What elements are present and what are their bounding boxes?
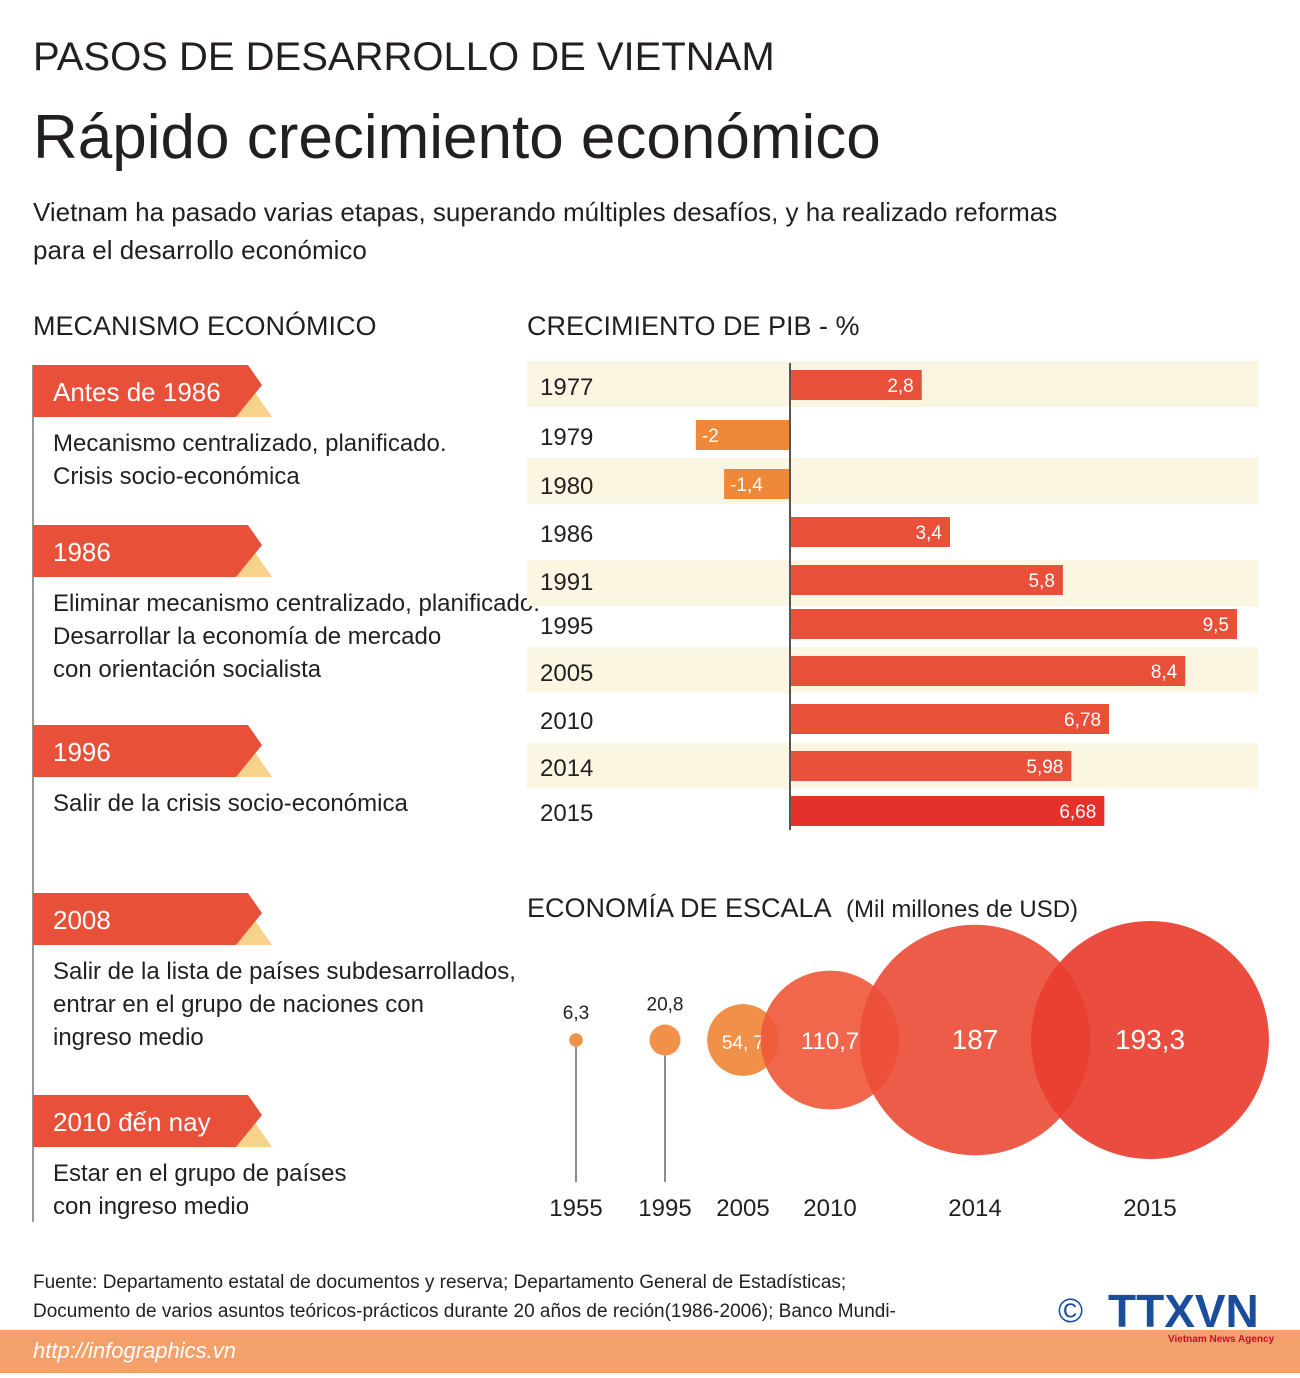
value-label: 8,4 (1151, 662, 1178, 683)
tag (33, 1095, 262, 1147)
item-text: Eliminar mecanismo centralizado, planifi… (53, 590, 540, 617)
bubble (1031, 921, 1269, 1159)
section-title: MECANISMO ECONÓMICO (33, 310, 377, 341)
tag (33, 525, 262, 577)
item-text: ingreso medio (53, 1024, 204, 1051)
bar (790, 656, 1186, 686)
year-label: 2010 (803, 1195, 856, 1222)
source: Fuente: Departamento estatal de document… (33, 1272, 846, 1293)
item-text: Salir de la lista de países subdesarroll… (53, 958, 516, 985)
item-text: con ingreso medio (53, 1193, 249, 1220)
item-text: Crisis socio-económica (53, 463, 300, 490)
year-label: 1955 (549, 1195, 602, 1222)
bar (790, 370, 922, 400)
bar (790, 565, 1063, 595)
section-title: ECONOMÍA DE ESCALA (527, 893, 832, 923)
value-label: 20,8 (647, 995, 684, 1016)
tag-label: 2010 đến nay (53, 1107, 211, 1137)
section-subtitle: (Mil millones de USD) (846, 896, 1078, 923)
bar (790, 704, 1110, 734)
bar (790, 796, 1105, 826)
row-stripe (527, 458, 1258, 504)
value-label: 2,8 (887, 376, 913, 397)
category-label: 2014 (540, 755, 593, 782)
item-text: Salir de la crisis socio-económica (53, 790, 408, 817)
year-label: 2014 (948, 1195, 1001, 1222)
value-label: 193,3 (1115, 1024, 1185, 1055)
tag (33, 893, 262, 945)
tag-label: 1996 (53, 737, 111, 767)
bubble (569, 1033, 583, 1047)
tag (33, 365, 262, 417)
tag-label: Antes de 1986 (53, 377, 221, 407)
category-label: 1980 (540, 473, 593, 500)
category-label: 2005 (540, 660, 593, 687)
year-label: 2005 (716, 1195, 769, 1222)
bubble (707, 1004, 779, 1076)
value-label: 110,7 (801, 1028, 859, 1055)
logo: TTXVN (1108, 1285, 1259, 1337)
value-label: 6,3 (563, 1003, 589, 1024)
item-text: con orientación socialista (53, 656, 322, 683)
item-text: Estar en el grupo de países (53, 1160, 347, 1187)
bar (790, 751, 1072, 781)
section-title: CRECIMIENTO DE PIB - % (527, 311, 860, 341)
bubble (649, 1024, 681, 1056)
year-label: 1995 (638, 1195, 691, 1222)
value-label: 6,68 (1059, 802, 1096, 823)
bar (695, 420, 790, 450)
value-label: 187 (952, 1024, 999, 1055)
value-label: -1,4 (730, 475, 763, 496)
url: http://infographics.vn (33, 1338, 236, 1363)
logo-sub: Vietnam News Agency (1168, 1334, 1275, 1345)
value-label: 54, 7 (722, 1033, 764, 1054)
bubble (760, 970, 900, 1110)
tag-label: 1986 (53, 537, 111, 567)
bubble (859, 924, 1091, 1156)
tag (33, 725, 262, 777)
item-text: Mecanismo centralizado, planificado. (53, 430, 447, 457)
bar (790, 517, 950, 547)
category-label: 1977 (540, 374, 593, 401)
year-label: 2015 (1123, 1195, 1176, 1222)
footer-band (0, 1330, 1300, 1373)
value-label: 5,8 (1028, 571, 1054, 592)
title: Rápido crecimiento económico (33, 103, 881, 172)
tag-label: 2008 (53, 905, 111, 935)
subtitle: Vietnam ha pasado varias etapas, superan… (33, 197, 1057, 227)
value-label: 3,4 (916, 523, 943, 544)
value-label: 9,5 (1203, 615, 1229, 636)
source: Documento de varios asuntos teóricos-prá… (33, 1301, 896, 1322)
category-label: 2015 (540, 800, 593, 827)
category-label: 1995 (540, 613, 593, 640)
bar (790, 609, 1237, 639)
category-label: 1991 (540, 569, 593, 596)
copyright: © (1058, 1292, 1083, 1330)
value-label: 5,98 (1026, 757, 1063, 778)
subtitle: para el desarrollo económico (33, 235, 367, 265)
item-text: Desarrollar la economía de mercado (53, 623, 441, 650)
item-text: entrar en el grupo de naciones con (53, 991, 424, 1018)
category-label: 1979 (540, 424, 593, 451)
category-label: 2010 (540, 708, 593, 735)
value-label: 6,78 (1064, 710, 1101, 731)
category-label: 1986 (540, 521, 593, 548)
kicker: PASOS DE DESARROLLO DE VIETNAM (33, 35, 775, 79)
value-label: -2 (702, 426, 719, 447)
bar (724, 469, 790, 499)
